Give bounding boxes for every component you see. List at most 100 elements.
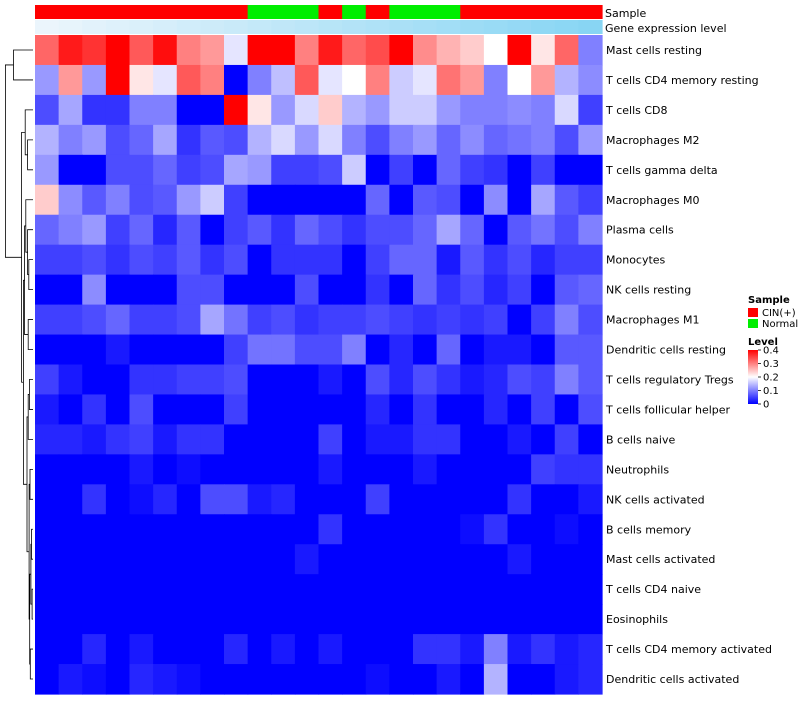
heatmap-cell [483, 634, 509, 665]
heatmap-cell [413, 35, 438, 66]
heatmap-cell [554, 304, 579, 336]
heatmap-cell [413, 424, 438, 455]
heatmap-cell [578, 574, 603, 605]
heatmap-cell [129, 604, 154, 635]
heatmap-cell [554, 64, 579, 96]
heatmap-cell [578, 214, 603, 246]
row-labels: Mast cells resting T cells CD4 memory res… [605, 44, 772, 686]
heatmap-cell [176, 574, 201, 605]
heatmap-cell [35, 604, 60, 635]
heatmap-cell [365, 214, 390, 246]
heatmap-cell [578, 484, 603, 515]
heatmap-cell [105, 214, 131, 246]
heatmap-cell [365, 454, 390, 485]
heatmap-cell [105, 304, 131, 336]
dendrogram-branch [27, 139, 33, 171]
annotation-cell [82, 20, 107, 34]
heatmap-cell [271, 484, 296, 515]
heatmap-cell [82, 334, 107, 366]
heatmap-cell [294, 664, 320, 695]
heatmap-cell [176, 394, 201, 425]
heatmap-cell [153, 514, 178, 545]
heatmap-cell [507, 184, 532, 216]
heatmap-cell [271, 604, 296, 635]
heatmap-cell [531, 484, 556, 515]
heatmap-cell [507, 394, 532, 425]
heatmap-cell [389, 35, 414, 66]
heatmap-cell [129, 274, 154, 306]
heatmap-cell [176, 94, 201, 126]
heatmap-cell [271, 124, 296, 156]
heatmap-cell [460, 364, 485, 396]
heatmap-cell [578, 604, 603, 635]
heatmap-cell [413, 514, 438, 545]
heatmap-cell [82, 184, 107, 216]
heatmap-cell [365, 35, 390, 66]
heatmap-cell [483, 514, 509, 545]
annotation-cell [460, 5, 485, 19]
heatmap-cell [129, 634, 154, 665]
heatmap-cell [507, 214, 532, 246]
heatmap-cell [507, 604, 532, 635]
heatmap-cell [554, 544, 579, 575]
heatmap-cell [176, 334, 201, 366]
heatmap-row [35, 574, 603, 605]
heatmap-cell [200, 64, 225, 96]
annotation-cell [342, 5, 367, 19]
heatmap-cell [176, 64, 201, 96]
row-label: Plasma cells [606, 224, 674, 237]
heatmap-cell [365, 664, 390, 695]
heatmap-cell [554, 154, 579, 186]
heatmap-cell [507, 154, 532, 186]
annotation-cell [153, 20, 178, 34]
heatmap-cell [389, 454, 414, 485]
heatmap-cell [58, 64, 83, 96]
heatmap-cell [578, 634, 603, 665]
heatmap-cell [105, 544, 131, 575]
heatmap-cell [318, 544, 343, 575]
heatmap-cell [200, 454, 225, 485]
heatmap-cell [247, 394, 272, 425]
heatmap-cell [483, 544, 509, 575]
heatmap-cell [294, 35, 320, 66]
heatmap-cell [531, 544, 556, 575]
heatmap-cell [176, 424, 201, 455]
heatmap-cell [460, 634, 485, 665]
heatmap-row [35, 394, 603, 425]
heatmap-cell [224, 154, 249, 186]
heatmap-cell [507, 454, 532, 485]
row-label: Neutrophils [606, 463, 669, 476]
heatmap-cell [129, 184, 154, 216]
heatmap-cell [129, 574, 154, 605]
heatmap-cell [176, 214, 201, 246]
heatmap-cell [413, 664, 438, 695]
heatmap-cell [460, 394, 485, 425]
heatmap-cell [58, 154, 83, 186]
heatmap-cell [82, 214, 107, 246]
heatmap-cell [35, 64, 60, 96]
row-label: Macrophages M1 [606, 314, 699, 327]
heatmap-cell [531, 664, 556, 695]
heatmap-cell [224, 424, 249, 455]
heatmap-cell [436, 364, 461, 396]
heatmap-cell [153, 544, 178, 575]
row-label: T cells CD4 memory activated [605, 643, 772, 656]
heatmap-cell [271, 364, 296, 396]
heatmap-cell [318, 334, 343, 366]
heatmap-cell [58, 364, 83, 396]
heatmap-cell [365, 64, 390, 96]
heatmap-cell [531, 154, 556, 186]
annotation-cell [554, 5, 579, 19]
heatmap-cell [153, 334, 178, 366]
heatmap-cell [389, 634, 414, 665]
heatmap-cell [507, 124, 532, 156]
heatmap-cell [365, 514, 390, 545]
heatmap-cell [35, 184, 60, 216]
heatmap-cell [483, 604, 509, 635]
dendrogram-branch [27, 319, 33, 350]
heatmap-cell [153, 394, 178, 425]
heatmap-cell [224, 484, 249, 515]
heatmap-cell [578, 94, 603, 126]
heatmap-cell [554, 454, 579, 485]
heatmap-cell [507, 274, 532, 306]
